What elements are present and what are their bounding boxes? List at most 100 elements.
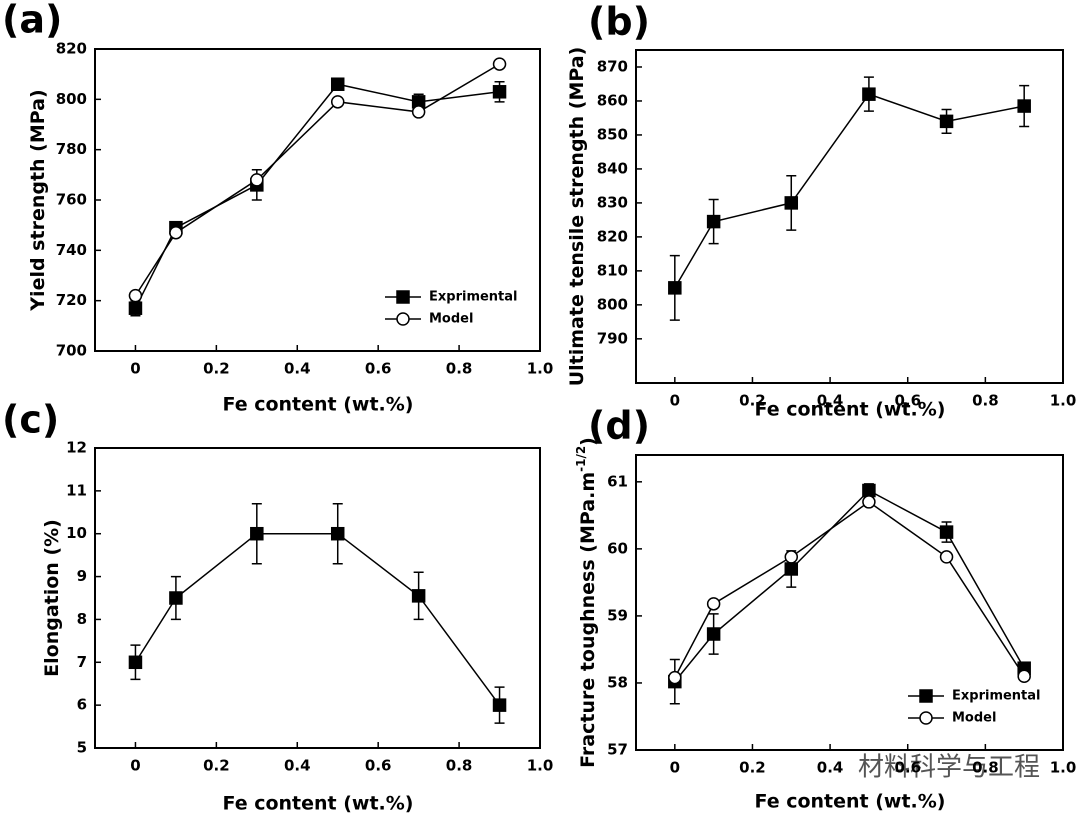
plot-frame: [94, 447, 541, 749]
y-tick-label: 61: [607, 472, 628, 490]
x-tick-label: 0.6: [365, 757, 392, 775]
marker: [706, 627, 721, 641]
marker: [411, 105, 426, 119]
legend-marker: [396, 290, 410, 304]
series-line: [674, 93, 1025, 289]
x-tick-label: 0.4: [284, 757, 311, 775]
marker: [784, 562, 799, 576]
x-tick-label: 0.6: [894, 759, 921, 777]
y-tick-label: 11: [66, 481, 87, 499]
x-tick-label: 0: [130, 757, 140, 775]
y-axis-title-main: Yield strength (MPa): [27, 89, 49, 311]
plot-frame: [635, 454, 1064, 751]
x-tick-label: 0.4: [284, 360, 311, 378]
series-line: [134, 63, 500, 297]
y-tick-label: 10: [66, 524, 87, 542]
y-tick-label: 800: [56, 90, 87, 108]
y-tick-label: 800: [597, 295, 628, 313]
y-axis-title: Elongation (%): [41, 519, 63, 677]
series-line: [134, 83, 500, 309]
panel-label: (b): [588, 0, 650, 44]
x-tick-label: 1.0: [527, 360, 554, 378]
x-tick-label: 0: [670, 759, 680, 777]
marker: [862, 483, 876, 498]
marker: [668, 281, 682, 295]
y-axis-title-main: Ultimate tensile strength (MPa): [566, 47, 588, 387]
x-tick-label: 0.2: [203, 360, 230, 378]
y-tick-label: 9: [77, 567, 87, 585]
series-line: [134, 532, 501, 706]
marker: [128, 288, 143, 303]
x-tick-label: 0.4: [817, 392, 844, 410]
y-tick-label: 57: [607, 741, 628, 759]
x-tick-label: 0.8: [446, 757, 473, 775]
y-tick-label: 840: [597, 159, 628, 177]
y-axis-title-main: Elongation (%): [41, 519, 63, 677]
legend-label: Exprimental: [429, 290, 518, 305]
marker: [330, 95, 345, 109]
panel-label: (a): [2, 0, 62, 42]
x-tick-label: 0.4: [817, 759, 844, 777]
marker: [492, 85, 507, 99]
marker: [128, 655, 143, 670]
y-axis-title-sup: -1/2: [574, 446, 588, 472]
legend-marker: [919, 711, 933, 725]
y-axis-title-main: Fracture toughness (MPa.m: [577, 472, 599, 768]
y-tick-label: 5: [77, 739, 87, 757]
marker: [169, 225, 183, 240]
marker: [939, 114, 954, 129]
x-axis-title: Fe content (wt.%): [222, 394, 413, 416]
marker: [939, 550, 954, 564]
legend-label: Model: [429, 312, 473, 327]
marker: [706, 597, 721, 611]
y-axis-title: Ultimate tensile strength (MPa): [566, 47, 588, 387]
y-tick-label: 8: [77, 610, 87, 628]
marker: [492, 698, 507, 712]
marker: [250, 526, 264, 541]
x-tick-label: 0.2: [739, 392, 766, 410]
legend-marker: [396, 312, 410, 326]
x-tick-label: 0.8: [972, 392, 999, 410]
x-tick-label: 1.0: [1050, 392, 1077, 410]
x-tick-label: 0.6: [894, 392, 921, 410]
y-axis-title-end: ): [577, 437, 599, 446]
marker: [784, 196, 799, 210]
marker: [411, 589, 426, 603]
y-tick-label: 58: [607, 673, 628, 691]
x-axis-title: Fe content (wt.%): [754, 791, 945, 813]
marker: [330, 77, 345, 91]
y-axis-title: Yield strength (MPa): [27, 89, 49, 311]
marker: [1017, 669, 1031, 683]
x-tick-label: 0.8: [446, 360, 473, 378]
y-tick-label: 860: [597, 91, 628, 109]
x-tick-label: 0.6: [365, 360, 392, 378]
legend-label: Model: [952, 711, 996, 726]
marker: [169, 591, 183, 605]
y-tick-label: 700: [56, 342, 87, 360]
panel-label: (d): [588, 404, 650, 448]
marker: [862, 87, 876, 101]
y-tick-label: 820: [597, 227, 628, 245]
panel-label: (c): [2, 398, 59, 442]
x-tick-label: 1.0: [1050, 759, 1077, 777]
y-axis-title: Fracture toughness (MPa.m-1/2): [574, 437, 599, 768]
x-tick-label: 0: [130, 360, 140, 378]
y-tick-label: 850: [597, 125, 628, 143]
y-tick-label: 59: [607, 606, 628, 624]
plot-frame: [635, 49, 1064, 384]
marker: [250, 173, 264, 187]
x-tick-label: 1.0: [527, 757, 554, 775]
y-tick-label: 820: [56, 40, 87, 58]
y-tick-label: 12: [66, 439, 87, 457]
y-tick-label: 780: [56, 140, 87, 158]
marker: [128, 301, 143, 315]
y-tick-label: 6: [77, 696, 87, 714]
y-tick-label: 810: [597, 261, 628, 279]
x-tick-label: 0.8: [972, 759, 999, 777]
legend-label: Exprimental: [952, 689, 1041, 704]
y-tick-label: 7: [77, 653, 87, 671]
marker: [1017, 99, 1031, 113]
series-line: [674, 501, 1025, 678]
x-tick-label: 0.2: [739, 759, 766, 777]
